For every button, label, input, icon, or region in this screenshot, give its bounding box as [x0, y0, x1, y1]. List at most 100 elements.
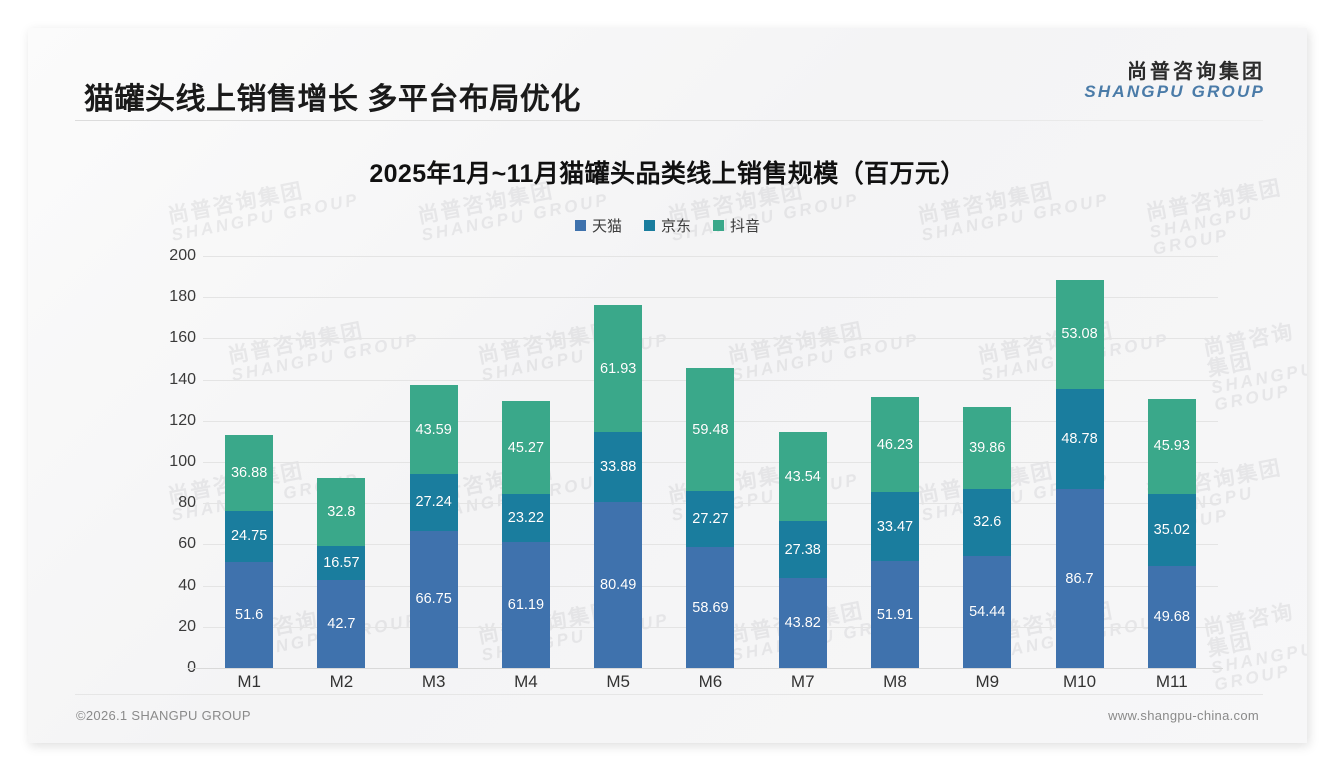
- chart-container: 200180160140120100806040200 36.8824.7551…: [28, 238, 1307, 708]
- y-axis-tick-label: 180: [169, 288, 196, 306]
- bar-segment[interactable]: 66.75: [409, 530, 458, 668]
- bar-segment[interactable]: 46.23: [870, 396, 919, 493]
- y-axis-tick-label: 200: [169, 247, 196, 264]
- bar-value-label: 61.93: [600, 360, 637, 377]
- bar-value-label: 45.93: [1153, 438, 1190, 455]
- bar-group-m5[interactable]: 61.93 33.88 80.49: [594, 256, 643, 668]
- gridline: [203, 256, 1218, 257]
- bar-group-m11[interactable]: 45.93 35.02 49.68: [1147, 256, 1196, 668]
- bar-segment[interactable]: 27.24: [409, 474, 458, 531]
- bar-segment[interactable]: 53.08: [1055, 279, 1104, 389]
- bar-segment[interactable]: 45.27: [501, 400, 550, 495]
- slide-card: 尚普咨询集团 SHANGPU GROUP 尚普咨询集团 SHANGPU GROUP 尚普…: [28, 28, 1307, 743]
- x-axis-tick-label: M7: [790, 672, 815, 691]
- bar-segment[interactable]: 43.59: [409, 384, 458, 475]
- bar-value-label: 33.47: [876, 518, 914, 535]
- gridline: [203, 297, 1218, 299]
- bar-segment[interactable]: 61.93: [594, 304, 643, 433]
- bar-segment[interactable]: 24.75: [225, 510, 274, 562]
- bar-group-m1[interactable]: 36.88 24.75 51.6: [225, 256, 274, 668]
- plot-area: 200180160140120100806040200 36.8824.7551…: [169, 247, 1218, 676]
- legend-item-3[interactable]: 抖音: [713, 215, 760, 236]
- bar-segment[interactable]: 51.91: [870, 561, 919, 668]
- bar-value-label: 27.38: [784, 541, 821, 558]
- chart-title: 2025年1月~11月猫罐头品类线上销售规模（百万元）: [369, 160, 966, 188]
- legend-label: 京东: [660, 218, 691, 235]
- bar-value-label: 51.91: [876, 606, 914, 623]
- bar-value-label: 43.82: [784, 614, 821, 631]
- y-axis-tick-label: 160: [169, 329, 196, 347]
- bar-segment[interactable]: 86.7: [1055, 489, 1104, 668]
- bar-value-label: 49.68: [1153, 608, 1190, 625]
- x-axis-ticks: M1 M2 M3 M4 M5 M6 M7 M8 M9 M10 M11: [203, 672, 1218, 692]
- bar-group-m10[interactable]: 53.08 48.78 86.7: [1055, 256, 1104, 668]
- y-axis-tick-label: 100: [169, 453, 196, 470]
- bar-segment[interactable]: 23.22: [501, 494, 550, 542]
- bar-segment[interactable]: 80.49: [594, 502, 643, 668]
- y-axis-tick-label: 40: [178, 576, 196, 594]
- bar-segment[interactable]: 43.82: [778, 577, 827, 668]
- legend-label: 抖音: [730, 218, 761, 235]
- bar-segment[interactable]: 35.02: [1147, 493, 1196, 566]
- bar-group-m8[interactable]: 46.23 33.47 51.91: [870, 256, 919, 668]
- bar-group-m7[interactable]: 43.54 27.38 43.82: [778, 256, 827, 668]
- bar-segment[interactable]: 51.6: [225, 561, 274, 668]
- bar-value-label: 46.23: [876, 436, 914, 453]
- x-axis-tick-label: M5: [606, 672, 630, 691]
- bar-segment[interactable]: 39.86: [963, 406, 1012, 489]
- bar-segment[interactable]: 27.38: [778, 521, 827, 578]
- bar-value-label: 27.24: [415, 494, 452, 511]
- bar-segment[interactable]: 61.19: [501, 541, 550, 668]
- legend-swatch-icon: [574, 220, 586, 231]
- bar-segment[interactable]: 32.8: [317, 478, 366, 546]
- bar-segment[interactable]: 49.68: [1147, 565, 1196, 668]
- bar-segment[interactable]: 59.48: [686, 368, 735, 491]
- legend-item-1[interactable]: 天猫: [574, 215, 622, 236]
- bar-segment[interactable]: 42.7: [317, 580, 366, 668]
- footer-website: www.shangpu-china.com: [1108, 708, 1259, 723]
- x-axis-tick-label: M6: [698, 672, 723, 691]
- legend-item-2[interactable]: 京东: [643, 215, 691, 236]
- bar-value-label: 24.75: [230, 528, 268, 545]
- bar-segment[interactable]: 45.93: [1147, 398, 1196, 494]
- bar-segment[interactable]: 32.6: [963, 488, 1012, 556]
- bar-segment[interactable]: 48.78: [1055, 388, 1104, 490]
- bar-group-m2[interactable]: 32.8 16.57 42.7: [317, 256, 366, 668]
- bar-segment[interactable]: 16.57: [317, 545, 366, 581]
- bar-value-label: 36.88: [230, 464, 268, 481]
- bar-value-label: 42.7: [327, 616, 356, 633]
- y-axis-tick-label: 140: [169, 370, 196, 388]
- bar-segment[interactable]: 33.47: [870, 492, 919, 562]
- bar-segment[interactable]: 33.88: [594, 432, 643, 503]
- bar-value-label: 58.69: [692, 599, 729, 616]
- bar-value-label: 32.8: [327, 504, 356, 521]
- bar-value-label: 59.48: [692, 421, 729, 438]
- gridline: [203, 338, 1218, 340]
- bar-value-label: 35.02: [1153, 521, 1190, 538]
- bar-value-label: 48.78: [1061, 431, 1098, 448]
- bar-segment[interactable]: 54.44: [963, 555, 1012, 668]
- x-axis-tick-label: M9: [975, 672, 1000, 691]
- y-axis-tick-label: 20: [178, 617, 196, 635]
- bar-group-m9[interactable]: 39.86 32.6 54.44: [963, 256, 1012, 668]
- y-axis-tick-label: 60: [178, 535, 196, 553]
- bar-segment[interactable]: 27.27: [686, 490, 735, 548]
- y-axis-tick-label: 80: [178, 494, 196, 512]
- x-axis-tick-label: M3: [421, 672, 446, 691]
- legend-swatch-icon: [643, 220, 655, 231]
- bar-segment[interactable]: 58.69: [686, 547, 735, 668]
- bar-group-m6[interactable]: 59.48 27.27 58.69: [686, 256, 735, 668]
- bar-group-m4[interactable]: 45.27 23.22 61.19: [501, 256, 550, 668]
- bar-value-label: 66.75: [415, 591, 452, 608]
- page-title: 猫罐头线上销售增长 多平台布局优化: [84, 83, 581, 116]
- bar-value-label: 61.19: [507, 596, 545, 613]
- header-divider: [75, 120, 1263, 121]
- y-axis-tick-label: 120: [169, 411, 196, 429]
- chart-legend: 天猫 京东 抖音: [28, 215, 1307, 236]
- x-axis-tick-label: M11: [1155, 672, 1188, 691]
- bar-segment[interactable]: 43.54: [778, 431, 827, 522]
- bar-value-label: 86.7: [1065, 570, 1094, 587]
- bar-group-m3[interactable]: 43.59 27.24 66.75: [409, 256, 458, 668]
- bar-value-label: 33.88: [600, 459, 637, 476]
- bar-segment[interactable]: 36.88: [225, 434, 274, 511]
